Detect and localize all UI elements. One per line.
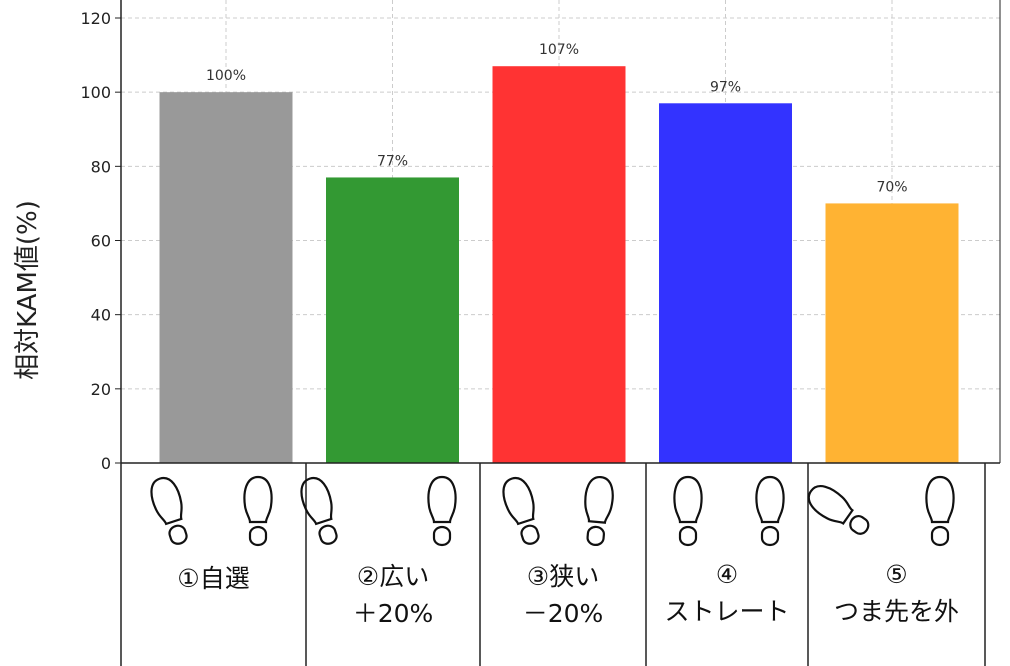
condition-cell: ①自選 [150,475,273,593]
condition-label: －20% [523,599,604,628]
y-tick-label: 100 [80,83,111,102]
footprint-icon [755,475,785,547]
condition-label: ⑤ [885,560,907,589]
data-label: 97% [710,79,741,95]
footprint-icon [925,475,955,547]
condition-label: つま先を外 [834,597,959,626]
bars [159,66,959,464]
data-labels: 100% 77% 107% 97% 70% [206,42,908,195]
footprint-icon [807,485,870,535]
y-tick-label: 0 [101,454,111,473]
condition-label: ストレート [664,597,789,626]
footprint-icon [427,475,457,547]
y-axis-label: 相対KAM値(%) [13,200,43,380]
condition-cell: ②広い ＋20% [300,475,457,628]
data-label: 77% [377,153,408,169]
condition-label: ④ [716,560,738,589]
condition-cell: ⑤ つま先を外 [807,475,959,626]
axes: 0 20 40 60 80 100 120 [80,0,1001,473]
condition-table: ①自選 ②広い ＋20% ③狭い －20% ④ ストレート ⑤ つま先を外 [120,463,986,666]
condition-cell: ④ ストレート [664,475,790,626]
bar [659,103,792,464]
condition-label: ③狭い [527,562,599,591]
bar [159,92,293,464]
condition-cell: ③狭い －20% [502,476,614,628]
y-tick-label: 120 [80,9,111,28]
y-tick-label: 60 [91,232,111,251]
bar [492,66,626,463]
condition-label: ①自選 [177,564,249,593]
footprint-icon [584,476,614,547]
data-label: 100% [206,68,246,84]
footprint-icon [150,476,188,545]
bar [326,177,459,464]
y-tick-label: 20 [91,380,111,399]
condition-label: ②広い [357,562,429,591]
data-label: 70% [876,179,907,195]
footprint-icon [300,476,338,545]
bar [825,203,959,463]
y-tick-label: 80 [91,157,111,176]
y-tick-label: 40 [91,306,111,325]
footprint-icon [502,476,540,545]
footprint-icon [673,475,703,547]
condition-label: ＋20% [353,599,434,628]
data-label: 107% [539,42,579,58]
footprint-icon [243,475,273,547]
